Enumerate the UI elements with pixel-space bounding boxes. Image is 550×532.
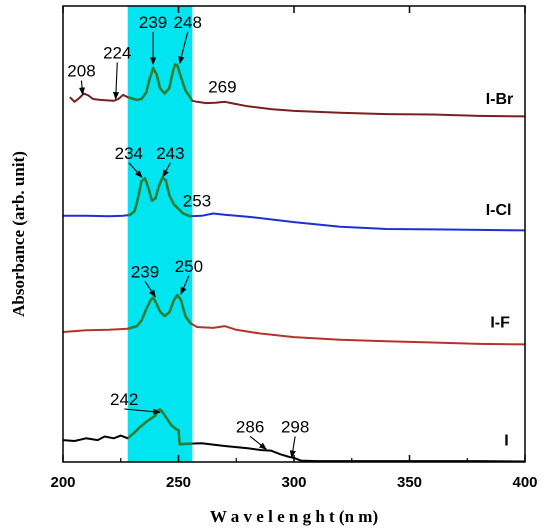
series-label: I-Br	[486, 91, 514, 108]
x-tick-label: 400	[512, 474, 537, 491]
peak-arrow	[128, 162, 143, 179]
series-labels: I-Br I-Cl I-F I	[486, 91, 514, 450]
peak-label: 224	[103, 43, 131, 62]
peak-label: 286	[236, 417, 264, 436]
peak-arrow	[289, 436, 296, 459]
peak-arrow	[178, 31, 189, 65]
peak-arrow	[162, 162, 171, 178]
y-axis-title: Absorbance (arb. unit)	[9, 151, 28, 317]
peak-label: 253	[183, 192, 211, 211]
series-label: I-Cl	[486, 202, 512, 219]
x-ticks: 200 250 300 350 400	[50, 6, 538, 491]
peak-arrow	[144, 281, 156, 298]
x-tick-label: 200	[50, 474, 75, 491]
peak-label: 234	[115, 144, 143, 163]
series-line-highlight-i-cl	[127, 176, 193, 218]
peak-label: 239	[139, 13, 167, 32]
peak-arrow	[249, 435, 267, 450]
series-label: I	[504, 433, 508, 450]
peak-label: 242	[110, 390, 138, 409]
x-tick-label: 250	[166, 474, 191, 491]
series-line-highlight-i-f	[127, 293, 193, 331]
x-tick-label: 300	[281, 474, 306, 491]
peak-label: 269	[208, 78, 236, 97]
peak-label: 298	[281, 417, 309, 436]
peak-arrow	[124, 408, 161, 415]
series-line-highlight-i	[127, 408, 193, 446]
peak-label: 239	[131, 262, 159, 281]
peak-arrow	[78, 80, 86, 96]
peak-arrow	[112, 62, 120, 100]
series-line-highlight-i-br	[127, 63, 193, 103]
peak-label: 250	[175, 257, 203, 276]
peak-label: 243	[156, 144, 184, 163]
x-tick-label: 350	[397, 474, 422, 491]
x-axis-title: W a v e l e n g h t (n m)	[210, 507, 378, 526]
series-layer	[63, 63, 525, 462]
peak-label: 248	[174, 13, 202, 32]
peak-arrow	[180, 275, 190, 295]
series-label: I-F	[490, 314, 510, 331]
peak-label: 208	[67, 62, 95, 81]
peak-annotations: 208 224 239 248 269 234 243 253 239 250 242 286 298	[67, 13, 309, 459]
